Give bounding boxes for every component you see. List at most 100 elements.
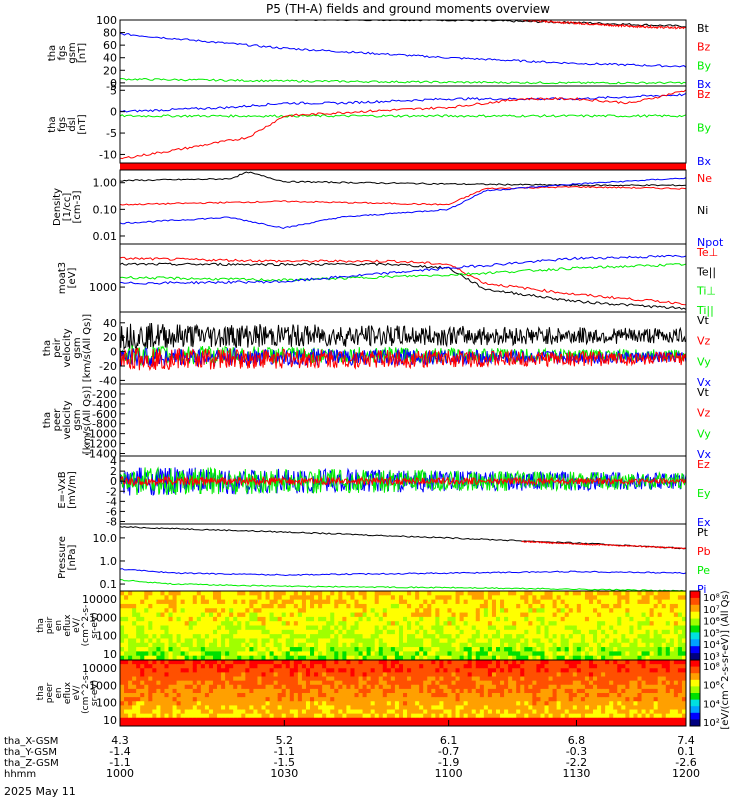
spectrogram-cell-peir_en: [245, 642, 250, 648]
spectrogram-cell-peir_en: [253, 647, 258, 652]
spectrogram-cell-peir_en: [277, 651, 283, 657]
spectrogram-cell-peir_en: [180, 595, 186, 601]
spectrogram-cell-peir_en: [136, 634, 141, 639]
spectrogram-cell-peir_en: [390, 642, 396, 648]
spectrogram-cell-peir_en: [508, 638, 513, 644]
spectrogram-cell-peir_en: [609, 621, 614, 626]
spectrogram-cell-peer_en: [411, 672, 416, 678]
spectrogram-cell-peer_en: [261, 676, 267, 682]
spectrogram-cell-peer_en: [382, 660, 388, 665]
spectrogram-cell-peer_en: [584, 717, 590, 723]
spectrogram-cell-peer_en: [495, 688, 501, 694]
spectrogram-cell-peir_en: [411, 616, 416, 622]
spectrogram-cell-peir_en: [322, 625, 327, 631]
spectrogram-cell-peir_en: [221, 616, 226, 622]
spectrogram-cell-peer_en: [516, 660, 521, 665]
spectrogram-cell-peer_en: [382, 684, 388, 690]
colorbar-tick-peir_en: 10⁷: [703, 605, 720, 616]
spectrogram-cell-peer_en: [435, 697, 440, 702]
spectrogram-cell-peer_en: [386, 664, 392, 669]
spectrogram-cell-peer_en: [451, 705, 457, 711]
spectrogram-cell-peir_en: [196, 603, 202, 609]
spectrogram-cell-peir_en: [427, 608, 432, 614]
spectrogram-cell-peer_en: [180, 668, 186, 673]
spectrogram-cell-peer_en: [423, 705, 428, 711]
spectrogram-cell-peir_en: [597, 647, 602, 652]
spectrogram-cell-peer_en: [661, 721, 667, 727]
series-line-peir_vel-Vy: [119, 345, 687, 367]
spectrogram-cell-peer_en: [350, 684, 355, 690]
spectrogram-cell-peir_en: [378, 621, 384, 626]
spectrogram-cell-peer_en: [621, 672, 626, 678]
spectrogram-cell-peir_en: [467, 625, 473, 631]
spectrogram-cell-peer_en: [245, 697, 250, 702]
spectrogram-cell-peer_en: [314, 668, 319, 673]
spectrogram-cell-peir_en: [403, 651, 408, 657]
spectrogram-cell-peer_en: [180, 701, 186, 706]
spectrogram-cell-peir_en: [459, 625, 465, 631]
legend-fgs-2: By: [697, 59, 712, 72]
spectrogram-cell-peir_en: [447, 625, 453, 631]
spectrogram-cell-peer_en: [221, 672, 226, 678]
spectrogram-cell-peer_en: [459, 713, 465, 719]
spectrogram-cell-peir_en: [495, 655, 501, 661]
spectrogram-cell-peir_en: [322, 655, 327, 661]
spectrogram-cell-peir_en: [467, 638, 473, 644]
spectrogram-cell-peer_en: [677, 660, 683, 665]
spectrogram-cell-peer_en: [637, 709, 643, 715]
spectrogram-cell-peir_en: [621, 642, 626, 648]
spectrogram-cell-peir_en: [677, 595, 683, 601]
spectrogram-cell-peir_en: [350, 638, 355, 644]
spectrogram-cell-peir_en: [176, 621, 182, 626]
spectrogram-cell-peer_en: [269, 709, 275, 715]
spectrogram-cell-peer_en: [136, 713, 141, 719]
spectrogram-cell-peer_en: [617, 697, 622, 702]
spectrogram-cell-peer_en: [261, 705, 267, 711]
spectrogram-cell-peer_en: [128, 680, 133, 686]
spectrogram-cell-peir_en: [479, 612, 485, 618]
spectrogram-cell-peir_en: [593, 612, 598, 618]
spectrogram-cell-peir_en: [253, 599, 258, 605]
spectrogram-cell-peer_en: [576, 668, 582, 673]
spectrogram-cell-peer_en: [322, 668, 327, 673]
spectrogram-cell-peer_en: [455, 676, 461, 682]
spectrogram-cell-peer_en: [431, 713, 436, 719]
spectrogram-cell-peir_en: [471, 655, 477, 661]
spectrogram-cell-peir_en: [176, 608, 182, 614]
spectrogram-cell-peir_en: [633, 621, 638, 626]
spectrogram-cell-peir_en: [366, 655, 372, 661]
spectrogram-cell-peer_en: [330, 705, 335, 711]
spectrogram-cell-peir_en: [447, 595, 453, 601]
spectrogram-cell-peir_en: [439, 629, 444, 635]
spectrogram-cell-peer_en: [196, 660, 202, 665]
spectrogram-cell-peer_en: [160, 660, 165, 665]
spectrogram-cell-peir_en: [394, 616, 400, 622]
spectrogram-cell-peir_en: [528, 647, 533, 652]
spectrogram-cell-peer_en: [544, 709, 550, 715]
spectrogram-cell-peir_en: [564, 634, 570, 639]
legend-fgs_dsl-1: By: [697, 122, 712, 135]
spectrogram-cell-peer_en: [528, 701, 533, 706]
spectrogram-cell-peir_en: [443, 595, 448, 601]
spectrogram-cell-peir_en: [196, 621, 202, 626]
spectrogram-cell-peer_en: [342, 672, 347, 678]
spectrogram-cell-peir_en: [471, 621, 477, 626]
spectrogram-cell-peer_en: [180, 688, 186, 694]
spectrogram-cell-peir_en: [301, 655, 307, 661]
spectrogram-cell-peer_en: [633, 688, 638, 694]
spectrogram-cell-peir_en: [180, 591, 186, 596]
spectrogram-cell-peer_en: [378, 680, 384, 686]
spectrogram-cell-peer_en: [217, 697, 222, 702]
spectrogram-cell-peir_en: [528, 621, 533, 626]
spectrogram-cell-peir_en: [673, 642, 679, 648]
spectrogram-cell-peir_en: [487, 655, 493, 661]
spectrogram-cell-peir_en: [257, 599, 262, 605]
spectrogram-cell-peer_en: [148, 668, 153, 673]
spectrogram-cell-peer_en: [637, 680, 643, 686]
spectrogram-cell-peer_en: [132, 701, 137, 706]
spectrogram-cell-peir_en: [431, 599, 436, 605]
spectrogram-cell-peer_en: [568, 717, 574, 723]
spectrogram-cell-peir_en: [188, 638, 194, 644]
spectrogram-cell-peer_en: [423, 709, 428, 715]
spectrogram-cell-peir_en: [407, 603, 412, 609]
